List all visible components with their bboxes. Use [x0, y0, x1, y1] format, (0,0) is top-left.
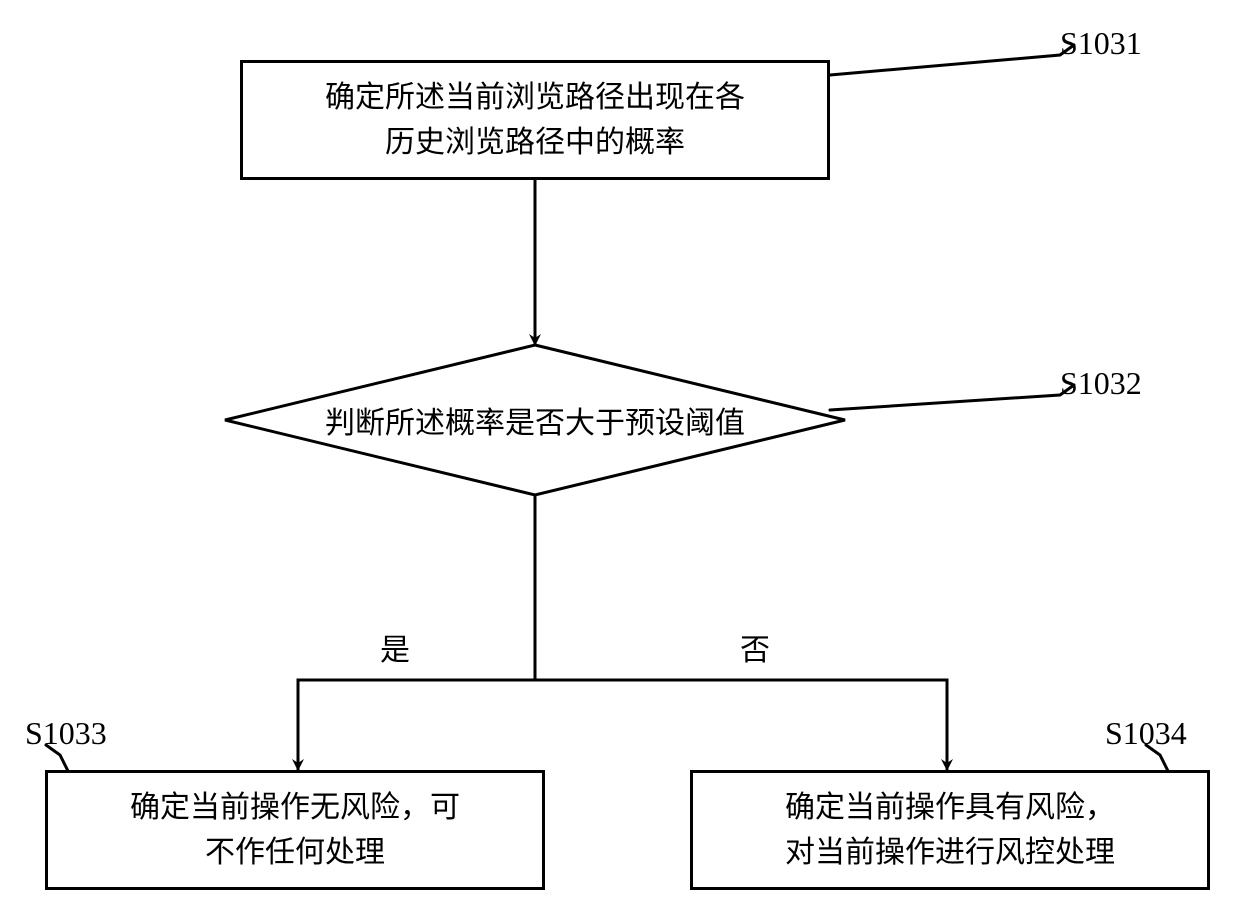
- process-text: 确定当前操作无风险，可不作任何处理: [130, 785, 460, 875]
- decision-text: 判断所述概率是否大于预设阈值: [325, 398, 745, 442]
- branch-label-yes: 是: [380, 625, 410, 669]
- branch-label-no: 否: [740, 625, 770, 669]
- step-label-s1031: S1031: [1060, 25, 1142, 62]
- process-box-no-risk: 确定当前操作无风险，可不作任何处理: [45, 770, 545, 890]
- decision-box-threshold-check: 判断所述概率是否大于预设阈值: [225, 345, 845, 495]
- step-label-s1034: S1034: [1105, 715, 1187, 752]
- step-label-s1032: S1032: [1060, 365, 1142, 402]
- process-text: 确定当前操作具有风险，对当前操作进行风控处理: [785, 785, 1115, 875]
- process-text: 确定所述当前浏览路径出现在各历史浏览路径中的概率: [325, 75, 745, 165]
- process-box-has-risk: 确定当前操作具有风险，对当前操作进行风控处理: [690, 770, 1210, 890]
- step-label-s1033: S1033: [25, 715, 107, 752]
- process-box-determine-probability: 确定所述当前浏览路径出现在各历史浏览路径中的概率: [240, 60, 830, 180]
